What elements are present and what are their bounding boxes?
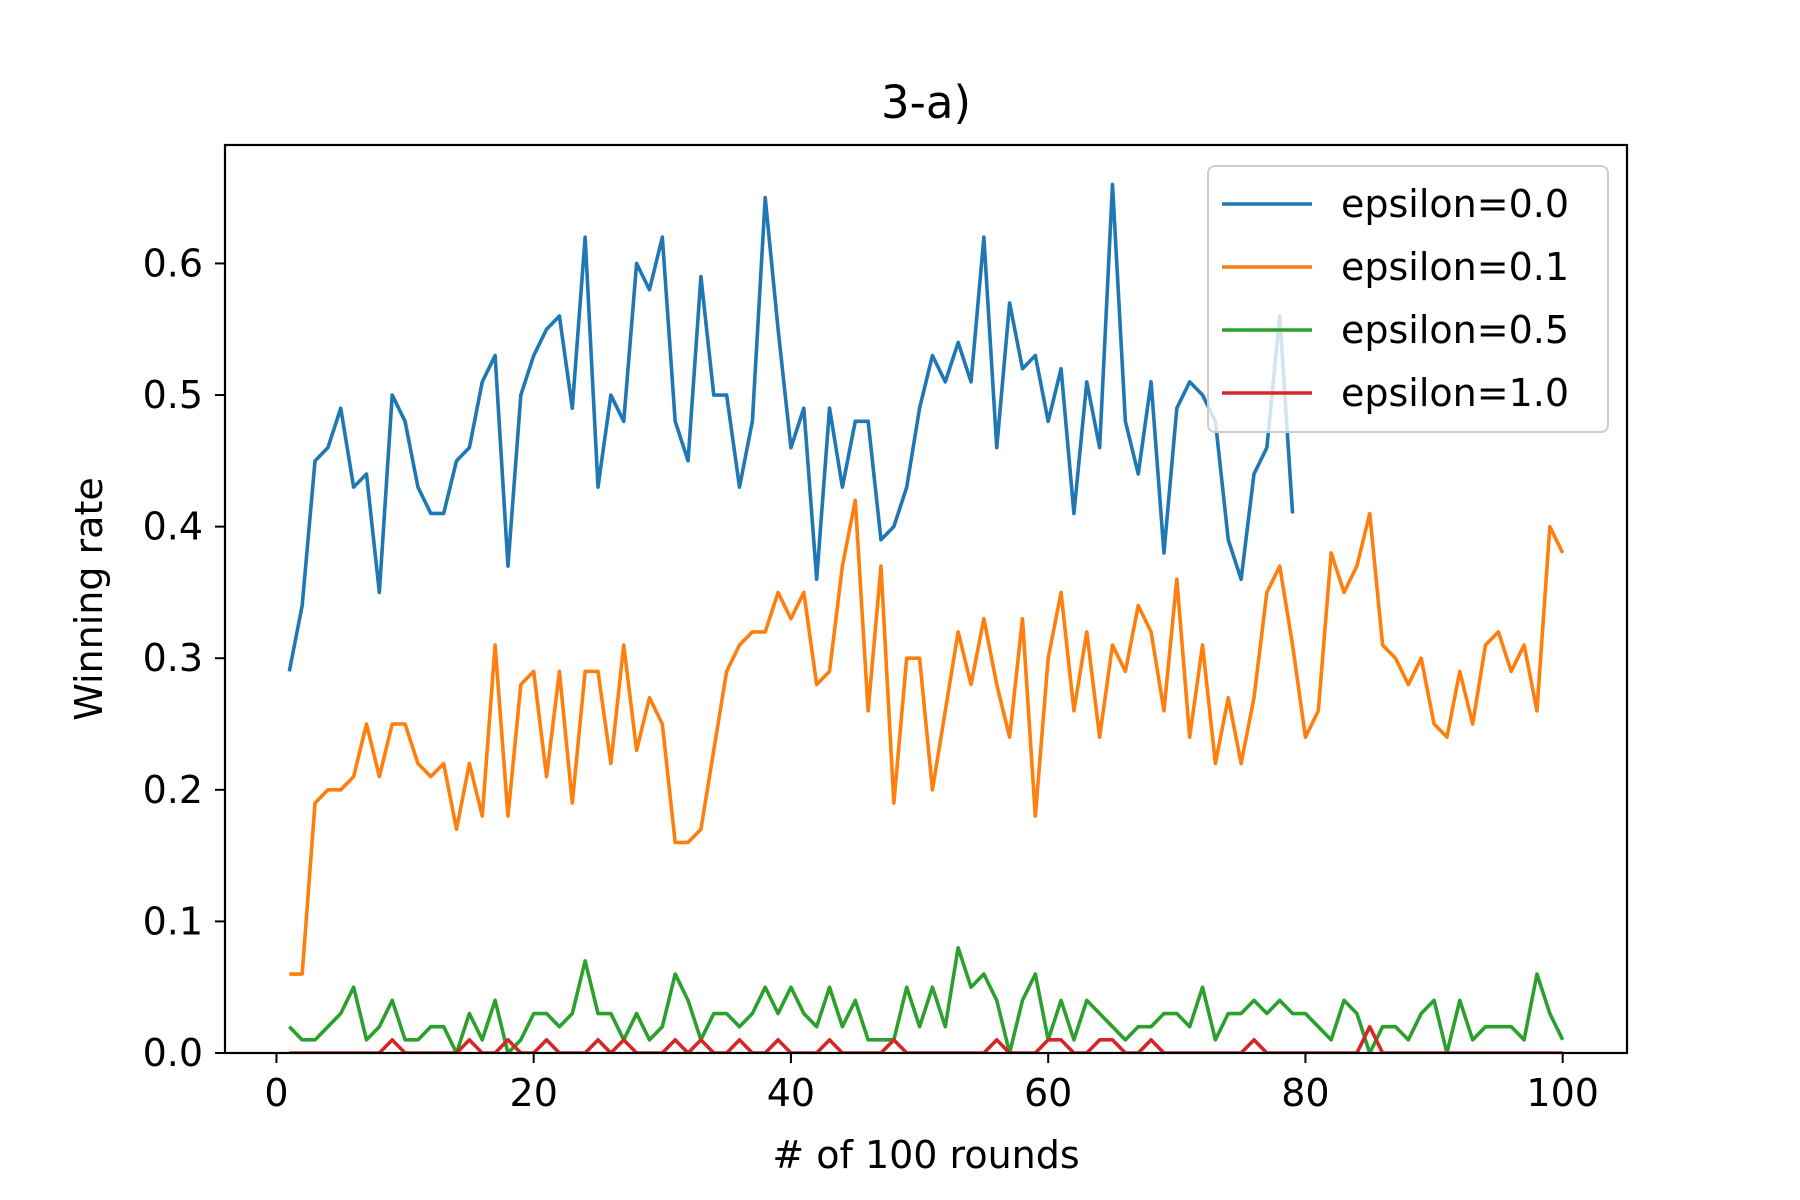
- series-layer: [287, 182, 1565, 1053]
- series-line-0: [287, 182, 1295, 672]
- x-tick-label: 20: [510, 1071, 558, 1115]
- y-tick-label: 0.1: [143, 899, 203, 943]
- x-tick-label: 40: [767, 1071, 815, 1115]
- series-line-1: [289, 498, 1565, 976]
- chart-title: 3-a): [881, 76, 971, 129]
- x-tick-label: 80: [1281, 1071, 1329, 1115]
- y-tick-label: 0.3: [143, 636, 203, 680]
- x-tick-label: 100: [1526, 1071, 1599, 1115]
- plot-frame: [223, 143, 1629, 1055]
- legend-label: epsilon=0.1: [1341, 245, 1569, 289]
- y-axis-ticks: 0.0 0.1 0.2 0.3 0.4 0.5 0.6: [143, 241, 225, 1075]
- legend: epsilon=0.0 epsilon=0.1 epsilon=0.5 epsilon…: [1207, 165, 1609, 433]
- y-tick-label: 0.2: [143, 768, 203, 812]
- y-tick-label: 0.5: [143, 373, 203, 417]
- y-tick-label: 0.0: [143, 1031, 203, 1075]
- legend-label: epsilon=1.0: [1341, 371, 1569, 415]
- series-line-2: [288, 945, 1565, 1053]
- legend-label: epsilon=0.0: [1341, 182, 1569, 226]
- y-tick-label: 0.4: [143, 505, 203, 549]
- x-tick-label: 60: [1024, 1071, 1072, 1115]
- y-tick-label: 0.6: [143, 241, 203, 285]
- x-axis-label: # of 100 rounds: [772, 1133, 1079, 1177]
- legend-label: epsilon=0.5: [1341, 308, 1569, 352]
- x-axis-ticks: 0 20 40 60 80 100: [264, 1053, 1599, 1115]
- series-line-3: [289, 1024, 1563, 1053]
- y-axis-label: Winning rate: [67, 477, 111, 721]
- legend-box: [1207, 165, 1609, 433]
- x-tick-label: 0: [264, 1071, 288, 1115]
